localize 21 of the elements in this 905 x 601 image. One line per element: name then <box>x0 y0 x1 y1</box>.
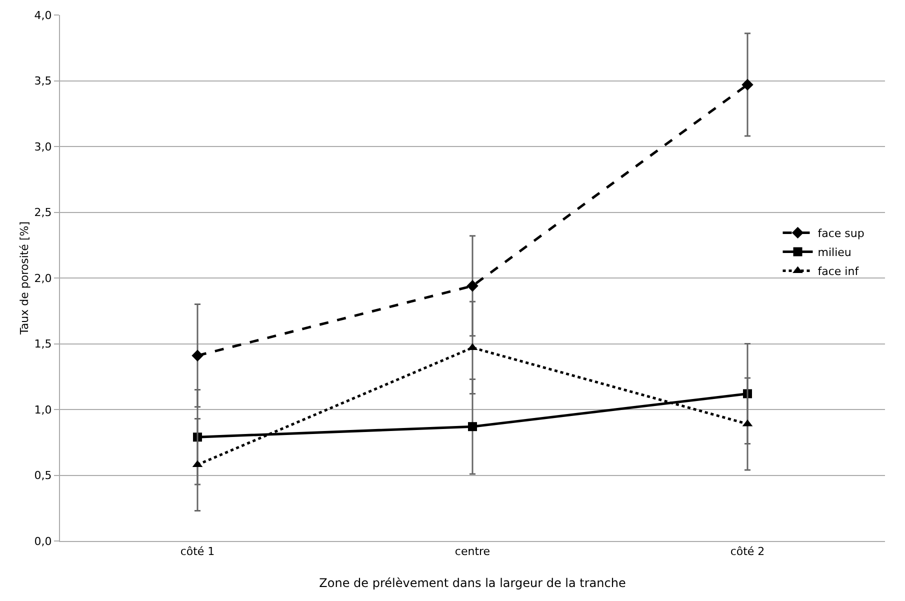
y-tick-label: 0,5 <box>34 469 52 482</box>
y-tick-label: 1,5 <box>34 338 52 351</box>
y-tick-label: 1,0 <box>34 403 52 416</box>
x-tick-label: centre <box>454 545 490 558</box>
x-tick-label: côté 1 <box>180 545 215 558</box>
point <box>742 78 754 91</box>
legend-label: milieu <box>818 246 852 259</box>
legend-label: face inf <box>818 264 860 278</box>
point <box>468 422 477 432</box>
y-tick-label: 4,0 <box>34 8 52 22</box>
x-axis-title: Zone de prélèvement dans la largeur de la tranche <box>319 576 626 590</box>
y-tick-label: 2,5 <box>34 206 52 220</box>
y-tick-label: 3,5 <box>34 74 52 88</box>
x-tick-label: côté 2 <box>730 545 765 558</box>
y-axis-title: Taux de porosité [%] <box>18 222 31 336</box>
legend-label: face sup <box>818 226 864 240</box>
y-tick-label: 0,0 <box>34 534 52 548</box>
point <box>466 280 478 292</box>
point <box>192 350 204 362</box>
y-tick-label: 3,0 <box>34 140 52 154</box>
y-tick-label: 2,0 <box>34 272 52 285</box>
